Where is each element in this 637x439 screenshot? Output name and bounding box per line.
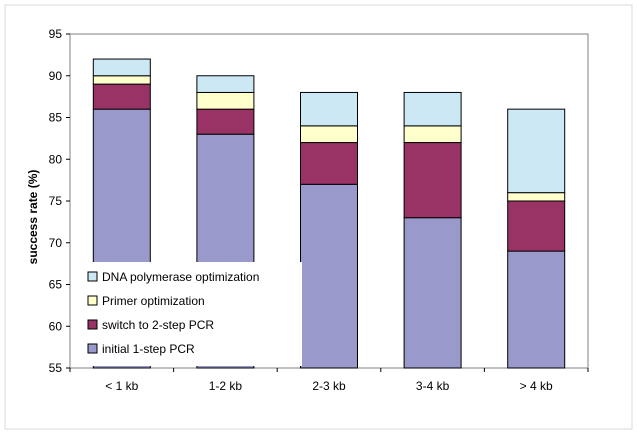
bar-segment [507, 192, 566, 202]
x-tick-label: < 1 kb [105, 379, 138, 393]
legend-label: Primer optimization [102, 294, 205, 308]
y-tick-label: 60 [49, 319, 63, 333]
bar-segment [507, 108, 566, 194]
y-tick-label: 85 [49, 111, 63, 125]
x-tick-label: 1-2 kb [209, 379, 243, 393]
legend-label: initial 1-step PCR [102, 342, 195, 356]
bar-segment [403, 217, 462, 369]
bar-segment [507, 200, 566, 252]
x-tick-label: > 4 kb [520, 379, 553, 393]
bar-segment [92, 75, 151, 85]
bar-segment [300, 125, 358, 144]
legend: DNA polymerase optimization Primer optimi… [82, 262, 302, 366]
legend-label: DNA polymerase optimization [102, 270, 259, 284]
bar-segment [92, 83, 151, 110]
y-axis-label: success rate (%) [26, 170, 40, 265]
legend-swatch [87, 295, 98, 306]
y-tick-label: 80 [49, 152, 63, 166]
bar-segment [403, 125, 462, 144]
y-tick-label: 65 [49, 278, 63, 292]
legend-swatch [87, 271, 98, 282]
bar-segment [403, 142, 462, 219]
y-tick-label: 55 [49, 361, 63, 375]
bar-segment [300, 183, 358, 369]
bar-segment [92, 58, 151, 77]
bar-segment [196, 108, 255, 135]
y-tick-label: 75 [49, 194, 63, 208]
bar-segment [196, 91, 255, 110]
legend-swatch [87, 343, 98, 354]
y-tick-label: 90 [49, 69, 63, 83]
bar-segment [403, 91, 462, 127]
y-tick-label: 95 [49, 27, 63, 41]
x-tick-label: 2-3 kb [312, 379, 346, 393]
legend-background [82, 262, 302, 366]
legend-swatch [87, 319, 98, 330]
bar-segment [196, 75, 255, 93]
bar-segment [300, 142, 358, 185]
legend-label: switch to 2-step PCR [102, 318, 214, 332]
bar-segment [300, 91, 358, 127]
x-tick-label: 3-4 kb [416, 379, 450, 393]
bar-segment [507, 250, 566, 369]
y-tick-label: 70 [49, 236, 63, 250]
